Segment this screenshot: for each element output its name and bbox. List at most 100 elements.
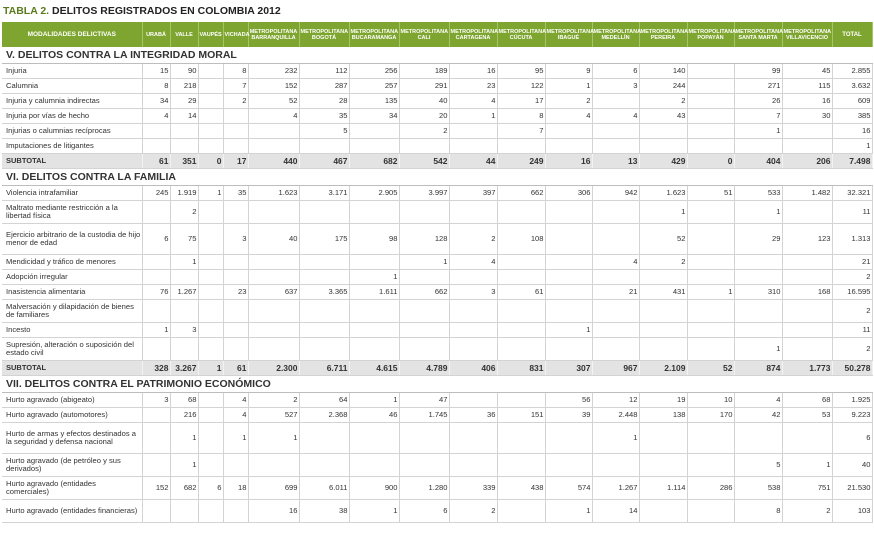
- table-cell: 286: [687, 476, 735, 500]
- table-cell: [198, 254, 224, 270]
- table-row: Ejercicio arbitrario de la custodia de h…: [2, 223, 873, 255]
- table-cell: 4.789: [399, 360, 450, 376]
- table-cell: 1: [170, 422, 199, 454]
- table-cell: 2: [639, 254, 688, 270]
- row-label: Hurto agravado (abigeato): [2, 392, 143, 408]
- table-cell: 16: [782, 93, 833, 109]
- table-cell: [349, 299, 400, 323]
- table-cell: [545, 138, 593, 154]
- table-cell: [198, 453, 224, 477]
- table-cell: [142, 200, 171, 224]
- table-cell: 5: [299, 123, 350, 139]
- table-cell: 103: [832, 499, 873, 523]
- table-cell: 3: [223, 223, 249, 255]
- table-cell: [198, 284, 224, 300]
- table-cell: 271: [734, 78, 783, 94]
- table-cell: [545, 299, 593, 323]
- table-cell: 7: [497, 123, 546, 139]
- table-cell: [687, 223, 735, 255]
- table-cell: 6: [198, 476, 224, 500]
- table-cell: 682: [349, 153, 400, 169]
- table-cell: 1: [198, 185, 224, 201]
- table-cell: 23: [223, 284, 249, 300]
- table-cell: 20: [399, 108, 450, 124]
- table-row: Hurto agravado (entidades comerciales) 15…: [2, 476, 873, 500]
- table-cell: 7: [734, 108, 783, 124]
- table-cell: 699: [248, 476, 300, 500]
- table-cell: 11: [832, 322, 873, 338]
- table-cell: [198, 138, 224, 154]
- table-cell: 53: [782, 407, 833, 423]
- column-header: METROPOLITANA SANTA MARTA: [734, 22, 783, 47]
- table-cell: 2: [449, 499, 498, 523]
- table-cell: 16: [545, 153, 593, 169]
- table-cell: [592, 322, 640, 338]
- table-cell: 2: [170, 200, 199, 224]
- table-cell: [545, 422, 593, 454]
- table-row: Injuria y calumnia indirectas 34 29 2 52 28 13…: [2, 93, 873, 109]
- table-cell: 538: [734, 476, 783, 500]
- table-cell: 1: [198, 360, 224, 376]
- table-cell: 45: [782, 63, 833, 79]
- table-cell: 2.905: [349, 185, 400, 201]
- table-cell: [349, 322, 400, 338]
- table-cell: 1: [349, 392, 400, 408]
- table-cell: [497, 422, 546, 454]
- table-cell: 4: [545, 108, 593, 124]
- table-cell: [497, 299, 546, 323]
- row-label: Hurto agravado (de petróleo y sus deriva…: [2, 453, 143, 477]
- table-cell: 13: [592, 153, 640, 169]
- table-cell: [142, 422, 171, 454]
- table-cell: 14: [592, 499, 640, 523]
- table-cell: 39: [545, 407, 593, 423]
- table-cell: [223, 108, 249, 124]
- table-cell: [198, 93, 224, 109]
- table-cell: 4: [223, 407, 249, 423]
- column-header: VAUPÉS: [198, 22, 224, 47]
- table-cell: [198, 108, 224, 124]
- table-cell: 256: [349, 63, 400, 79]
- table-cell: 12: [592, 392, 640, 408]
- table-cell: 942: [592, 185, 640, 201]
- table-cell: 662: [399, 284, 450, 300]
- table-cell: 175: [299, 223, 350, 255]
- table-cell: 3.632: [832, 78, 873, 94]
- table-cell: [497, 453, 546, 477]
- section-title: V. DELITOS CONTRA LA INTEGRIDAD MORAL: [2, 47, 872, 64]
- table-cell: [198, 269, 224, 285]
- table-cell: 7.498: [832, 153, 873, 169]
- row-label: Incesto: [2, 322, 143, 338]
- table-cell: [349, 453, 400, 477]
- table-cell: [545, 200, 593, 224]
- table-cell: [223, 499, 249, 523]
- table-cell: 1: [170, 453, 199, 477]
- table-cell: [592, 123, 640, 139]
- table-row: Injuria por vías de hecho 4 14 4 35 34 20 1 8 4 4 4…: [2, 108, 873, 124]
- table-cell: 257: [349, 78, 400, 94]
- table-cell: 6: [142, 223, 171, 255]
- table-cell: [142, 499, 171, 523]
- row-label: Malversación y dilapidación de bienes de…: [2, 299, 143, 323]
- table-cell: 1.623: [639, 185, 688, 201]
- table-cell: 232: [248, 63, 300, 79]
- table-cell: [782, 422, 833, 454]
- table-cell: [497, 499, 546, 523]
- table-cell: 52: [687, 360, 735, 376]
- table-cell: [449, 322, 498, 338]
- table-cell: [734, 269, 783, 285]
- table-cell: 3: [449, 284, 498, 300]
- table-cell: 2.368: [299, 407, 350, 423]
- table-cell: [223, 269, 249, 285]
- table-cell: [198, 407, 224, 423]
- table-cell: 122: [497, 78, 546, 94]
- row-label: SUBTOTAL: [2, 360, 143, 376]
- table-cell: 35: [223, 185, 249, 201]
- table-cell: 8: [497, 108, 546, 124]
- table-cell: [299, 200, 350, 224]
- row-label: Hurto de armas y efectos destinados a la…: [2, 422, 143, 454]
- table-cell: 128: [399, 223, 450, 255]
- table-cell: [223, 200, 249, 224]
- subtotal-row: SUBTOTAL 328 3.267 1 61 2.300 6.711 4.615 4.789 4…: [2, 360, 873, 376]
- table-cell: 6: [832, 422, 873, 454]
- table-cell: [687, 93, 735, 109]
